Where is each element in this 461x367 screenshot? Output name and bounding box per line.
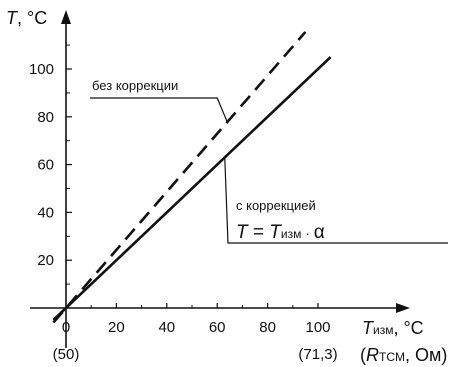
formula-dot: · [301,225,313,241]
x-axis-unit: , °C [393,318,423,338]
x-tick-label-80: 80 [259,319,276,336]
resistance-symbol: R [366,345,379,365]
formula-eq: = [248,222,270,243]
y-tick-label-20: 20 [37,252,54,269]
annotation-with-correction: с коррекцией [236,198,316,213]
x-axis-subscript: изм [373,323,393,337]
annotation-leader-with-correction [224,157,448,244]
resistance-unit: , Ом) [405,345,447,365]
formula-rhs: T [269,222,282,243]
x-axis-arrow [396,303,410,313]
resistance-label: (RTCM, Ом) [360,345,447,365]
x-tick-label-100: 100 [305,319,330,336]
y-tick-label-40: 40 [37,204,54,221]
series-line-without-correction [52,31,307,324]
formula: T = Tизм · α [236,222,325,243]
series-line-with-correction [52,56,332,321]
formula-sub: изм [281,227,301,241]
annotation-without-correction: без коррекции [92,78,178,93]
x-tick-label-20: 20 [108,319,125,336]
resistance-open: ( [360,345,366,365]
formula-alpha: α [314,222,325,243]
ticks: 0 20 40 60 80 100 (50) (71,3) 20 40 60 80 100 [29,44,338,363]
series-lines [52,31,332,324]
y-axis-unit: , °C [17,8,47,28]
y-axis-symbol: T [6,8,19,28]
x-axis-label: Tизм, °C [362,318,424,338]
x-axis-symbol: T [362,318,375,338]
x-tick-label-60: 60 [209,319,226,336]
y-axis-arrow [61,10,71,24]
annotations: без коррекции с коррекцией T = Tизм · α [90,78,448,244]
resistance-subscript: TCM [379,350,405,364]
formula-lhs: T [236,222,249,243]
y-tick-label-80: 80 [37,109,54,126]
y-axis-label: T, °C [6,8,47,28]
x-tick-label-0: 0 [62,319,70,336]
x-secondary-label-100: (71,3) [298,346,337,363]
y-tick-label-100: 100 [29,61,54,78]
y-tick-label-60: 60 [37,157,54,174]
x-secondary-label-0: (50) [53,346,80,363]
x-tick-label-40: 40 [158,319,175,336]
annotation-leader-without-correction [90,97,228,123]
axes [30,10,410,348]
